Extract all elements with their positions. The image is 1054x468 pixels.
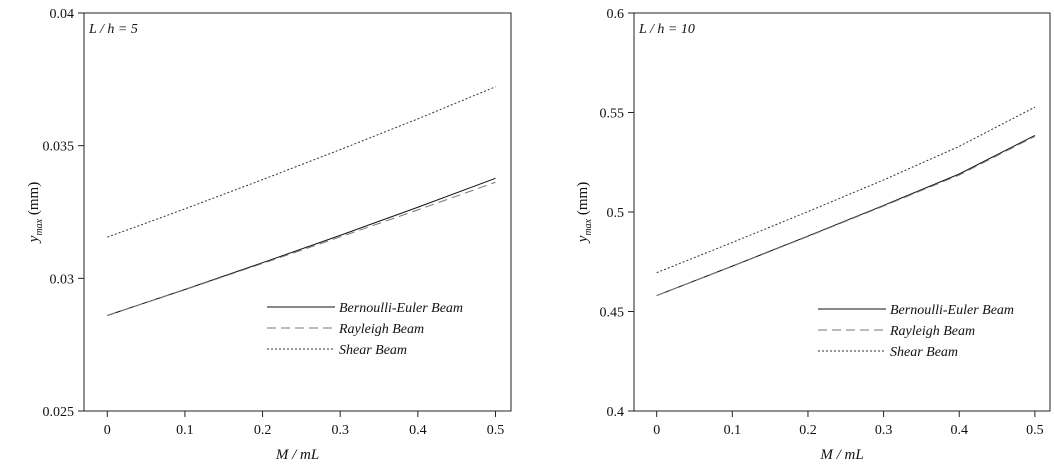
x-tick-label: 0.2 (254, 423, 272, 438)
legend-label: Shear Beam (339, 343, 407, 358)
series-line-dashed (656, 135, 1036, 297)
y-tick-label: 0.4 (607, 405, 625, 420)
legend-label: Rayleigh Beam (889, 324, 975, 339)
y-tick-label: 0.04 (50, 7, 75, 22)
y-axis-title-unit: (mm) (575, 182, 591, 219)
y-axis-title: ymax (mm) (575, 182, 594, 244)
legend-label: Shear Beam (890, 345, 958, 360)
chart-panel-left: 0 0.1 0.2 0.3 0.4 0.5 0.025 0.03 0.035 0.04 M / mL… (26, 7, 512, 463)
x-tick-label: 0.1 (176, 423, 194, 438)
x-tick-label: 0.5 (487, 423, 505, 438)
chart-panel-right: 0 0.1 0.2 0.3 0.4 0.5 0.4 0.45 0.5 0.55 0.6 M / mL y… (575, 7, 1051, 463)
y-axis-title-subscript: max (34, 218, 45, 235)
legend-label: Bernoulli-Euler Beam (890, 303, 1014, 318)
x-tick-label: 0.3 (331, 423, 349, 438)
x-tick-label: 0.1 (724, 423, 742, 438)
x-tick-label: 0 (653, 423, 660, 438)
y-axis-title: ymax (mm) (26, 182, 45, 244)
x-tick-label: 0.4 (409, 423, 427, 438)
x-tick-label: 0.5 (1026, 423, 1044, 438)
y-axis-title-main: y (26, 235, 42, 244)
x-tick-label: 0.4 (950, 423, 968, 438)
series-line-solid (656, 134, 1036, 297)
y-axis-title-main: y (575, 235, 591, 244)
x-tick-label: 0.2 (799, 423, 817, 438)
x-axis-title: M / mL (819, 447, 863, 463)
y-tick-label: 0.6 (607, 7, 625, 22)
series-line-dotted (656, 106, 1036, 274)
panel-label: L / h = 10 (638, 22, 695, 37)
series-line-dashed (107, 181, 496, 316)
y-tick-label: 0.025 (43, 405, 75, 420)
y-axis-title-subscript: max (583, 218, 594, 235)
y-tick-label: 0.03 (50, 272, 75, 287)
legend-label: Rayleigh Beam (338, 322, 424, 337)
y-tick-label: 0.45 (600, 306, 625, 321)
legend-label: Bernoulli-Euler Beam (339, 301, 463, 316)
x-tick-label: 0 (104, 423, 111, 438)
panel-label: L / h = 5 (88, 22, 138, 37)
y-axis-title-unit: (mm) (26, 182, 42, 219)
series-line-solid (107, 177, 496, 316)
x-tick-label: 0.3 (875, 423, 893, 438)
series-line-dotted (107, 86, 496, 238)
plot-frame (83, 12, 512, 412)
y-tick-label: 0.5 (607, 206, 625, 221)
x-axis-title: M / mL (275, 447, 319, 463)
y-tick-label: 0.55 (600, 107, 625, 122)
y-tick-label: 0.035 (43, 140, 75, 155)
